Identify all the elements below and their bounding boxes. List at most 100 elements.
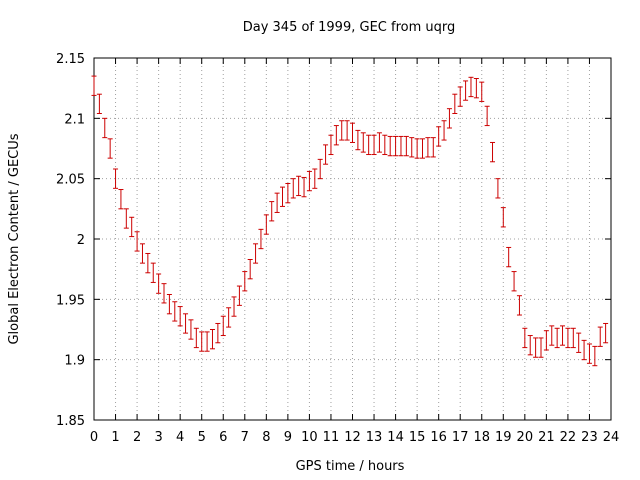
y-tick-label: 2.1 xyxy=(64,112,85,127)
y-tick-label: 1.95 xyxy=(56,293,85,308)
x-tick-label: 7 xyxy=(241,430,249,445)
error-bar-point xyxy=(484,105,490,127)
error-bar-point xyxy=(446,108,452,129)
error-bar-point xyxy=(490,141,496,163)
error-bar-point xyxy=(247,259,253,280)
error-bar-point xyxy=(500,207,506,228)
error-bar-point xyxy=(387,135,393,157)
error-bar-point xyxy=(522,327,528,349)
error-bar-point xyxy=(457,86,463,107)
x-tick-label: 5 xyxy=(198,430,206,445)
error-bar-point xyxy=(597,326,603,347)
error-bar-point xyxy=(586,343,592,364)
x-tick-label: 14 xyxy=(387,430,404,445)
y-tick-label: 2 xyxy=(77,233,85,248)
error-bar-point xyxy=(403,135,409,157)
error-bar-point xyxy=(118,189,124,210)
error-bar-point xyxy=(172,301,178,322)
error-bar-point xyxy=(398,135,404,157)
error-bar-point xyxy=(328,134,334,156)
error-bar-point xyxy=(102,117,108,139)
error-bar-point xyxy=(436,126,442,147)
error-bar-point xyxy=(393,135,399,157)
error-bar-point xyxy=(366,134,372,156)
x-tick-label: 4 xyxy=(176,430,184,445)
error-bar-point xyxy=(215,322,221,344)
error-bar-point xyxy=(188,319,194,340)
error-bar-point xyxy=(355,129,361,151)
error-bar-point xyxy=(312,168,318,189)
error-bar-point xyxy=(554,327,560,349)
error-bar-point xyxy=(468,76,474,98)
error-bar-point xyxy=(220,315,226,337)
error-bar-point xyxy=(129,216,135,238)
x-tick-label: 16 xyxy=(430,430,447,445)
x-axis-label: GPS time / hours xyxy=(296,459,405,474)
x-tick-label: 20 xyxy=(517,430,534,445)
error-bar-point xyxy=(91,75,97,96)
error-bar-point xyxy=(350,122,355,143)
error-bar-point xyxy=(603,322,609,344)
error-bar-point xyxy=(425,137,431,158)
error-bar-point xyxy=(258,228,264,250)
error-bar-point xyxy=(301,176,307,198)
chart-title: Day 345 of 1999, GEC from uqrg xyxy=(243,20,456,35)
error-bar-point xyxy=(236,285,242,306)
error-bar-point xyxy=(96,93,102,115)
error-bar-point xyxy=(296,175,302,197)
error-bar-point xyxy=(209,329,215,350)
error-bar-point xyxy=(274,192,280,213)
error-bar-point xyxy=(333,125,339,146)
error-bar-point xyxy=(511,271,517,292)
error-bar-point xyxy=(134,231,140,252)
error-bar-point xyxy=(226,307,232,328)
error-bar-point xyxy=(560,325,566,346)
error-bar-point xyxy=(161,283,167,304)
error-bar-point xyxy=(306,170,312,192)
y-tick-label: 2.05 xyxy=(56,173,85,188)
error-bar-point xyxy=(317,158,323,180)
error-bar-point xyxy=(570,327,576,349)
error-bar-point xyxy=(543,330,549,351)
error-bar-point xyxy=(538,337,544,358)
y-tick-label: 1.9 xyxy=(64,354,85,369)
error-bar-point xyxy=(420,138,426,159)
y-tick-label: 1.85 xyxy=(56,414,85,429)
error-bar-point xyxy=(376,132,382,153)
error-bar-point xyxy=(441,120,447,141)
error-bar-point xyxy=(279,186,285,207)
error-bar-point xyxy=(360,132,366,153)
y-tick-label: 2.15 xyxy=(56,52,85,67)
error-bar-point xyxy=(565,327,571,349)
x-tick-label: 12 xyxy=(344,430,361,445)
error-bar-point xyxy=(150,262,156,283)
x-tick-label: 22 xyxy=(560,430,577,445)
x-tick-label: 19 xyxy=(495,430,512,445)
x-tick-label: 11 xyxy=(323,430,340,445)
error-bar-point xyxy=(463,80,469,101)
x-tick-label: 18 xyxy=(473,430,490,445)
error-bar-point xyxy=(323,144,329,165)
error-bar-point xyxy=(516,295,522,316)
error-bar-point xyxy=(382,134,388,156)
error-bar-point xyxy=(253,243,259,264)
error-bar-point xyxy=(139,243,145,264)
x-tick-label: 3 xyxy=(154,430,162,445)
error-bar-point xyxy=(533,337,539,358)
error-bar-point xyxy=(285,182,291,204)
x-tick-label: 6 xyxy=(219,430,227,445)
x-tick-label: 21 xyxy=(538,430,555,445)
error-bar-point xyxy=(592,345,598,367)
error-bar-point xyxy=(581,339,587,361)
x-tick-label: 13 xyxy=(366,430,383,445)
x-tick-label: 2 xyxy=(133,430,141,445)
x-tick-label: 15 xyxy=(409,430,426,445)
error-bar-point xyxy=(344,120,350,141)
x-tick-label: 24 xyxy=(603,430,620,445)
plot-border xyxy=(93,57,612,421)
error-bar-point xyxy=(452,93,458,115)
error-bar-point xyxy=(193,327,199,349)
x-tick-label: 9 xyxy=(284,430,292,445)
x-tick-label: 1 xyxy=(111,430,119,445)
error-bar-point xyxy=(177,306,183,327)
